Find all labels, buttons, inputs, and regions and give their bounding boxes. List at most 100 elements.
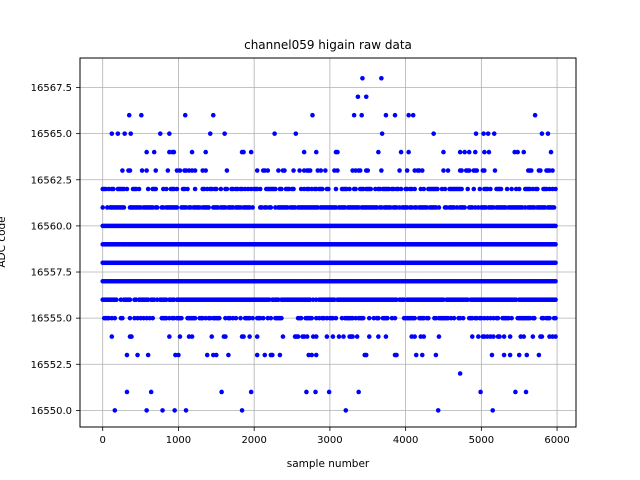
data-point	[553, 297, 558, 302]
data-point	[404, 168, 410, 173]
data-point	[548, 149, 554, 155]
data-point	[109, 131, 115, 136]
data-point	[486, 149, 492, 155]
data-point	[254, 168, 260, 173]
data-point	[129, 334, 134, 339]
data-point	[363, 352, 369, 358]
plot-frame	[79, 57, 577, 428]
data-point	[376, 149, 381, 155]
data-point	[507, 352, 513, 358]
data-point	[547, 315, 552, 321]
data-point	[412, 315, 418, 321]
data-point	[307, 168, 313, 173]
data-point	[366, 315, 372, 321]
y-tick-label: 16565.0	[31, 129, 72, 140]
data-point	[553, 223, 558, 229]
data-point	[279, 315, 284, 321]
data-point	[433, 352, 439, 358]
data-point	[462, 149, 467, 155]
data-point	[192, 186, 198, 192]
data-point	[214, 352, 219, 358]
data-point	[171, 149, 177, 155]
data-point	[203, 149, 208, 155]
data-point	[545, 131, 551, 136]
data-point	[114, 297, 119, 302]
data-point	[379, 75, 384, 81]
data-point	[139, 112, 144, 118]
data-point	[482, 149, 487, 155]
data-point	[153, 168, 159, 173]
data-point	[532, 112, 538, 118]
data-point	[324, 334, 330, 339]
data-point	[501, 334, 507, 339]
data-point	[268, 205, 274, 210]
data-point	[538, 168, 543, 173]
data-point	[203, 168, 208, 173]
data-point	[127, 168, 133, 173]
data-point	[536, 352, 542, 358]
data-point	[122, 131, 127, 136]
data-point	[516, 186, 522, 192]
data-point	[410, 112, 416, 118]
data-point	[272, 131, 277, 136]
data-point	[365, 168, 371, 173]
data-point	[398, 149, 404, 155]
data-point	[516, 352, 522, 358]
data-point	[209, 334, 215, 339]
data-point	[539, 334, 545, 339]
data-point	[270, 352, 275, 358]
data-point	[351, 112, 357, 118]
data-point	[553, 242, 558, 247]
data-point	[477, 186, 483, 192]
data-point	[392, 112, 398, 118]
data-point	[160, 408, 165, 413]
data-point	[435, 186, 440, 192]
data-point	[376, 315, 381, 321]
x-axis-label: sample number	[287, 458, 370, 470]
data-point	[513, 389, 518, 395]
data-point	[323, 168, 328, 173]
data-point	[419, 352, 425, 358]
data-point	[174, 205, 180, 210]
data-point	[165, 168, 171, 173]
data-point	[224, 168, 230, 173]
data-point	[135, 352, 140, 358]
data-point	[100, 205, 106, 210]
data-point	[550, 168, 555, 173]
data-point	[167, 334, 172, 339]
data-point	[313, 352, 319, 358]
data-point	[153, 186, 159, 192]
data-point	[239, 408, 245, 413]
data-point	[291, 186, 296, 192]
data-point	[489, 352, 495, 358]
data-point	[268, 315, 274, 321]
data-point	[524, 352, 530, 358]
data-point	[330, 334, 336, 339]
data-point	[441, 149, 446, 155]
data-point	[394, 352, 399, 358]
y-tick-label: 16562.5	[31, 175, 72, 186]
data-point	[436, 205, 442, 210]
x-tick-label: 0	[100, 435, 106, 446]
data-point	[421, 334, 427, 339]
data-point	[532, 315, 537, 321]
data-point	[383, 334, 389, 339]
data-point	[176, 352, 181, 358]
data-point	[495, 315, 501, 321]
data-point	[472, 149, 478, 155]
data-point	[459, 186, 464, 192]
data-point	[301, 149, 307, 155]
data-point	[233, 315, 239, 321]
data-point	[406, 149, 411, 155]
data-point	[350, 334, 355, 339]
x-tick-label: 1000	[166, 435, 191, 446]
data-point	[150, 315, 155, 321]
data-point	[304, 389, 309, 395]
data-point	[120, 315, 125, 321]
data-point	[357, 168, 363, 173]
data-point	[151, 149, 157, 155]
data-point	[445, 168, 451, 173]
data-point	[360, 315, 366, 321]
data-point	[553, 315, 558, 321]
data-point	[412, 186, 418, 192]
